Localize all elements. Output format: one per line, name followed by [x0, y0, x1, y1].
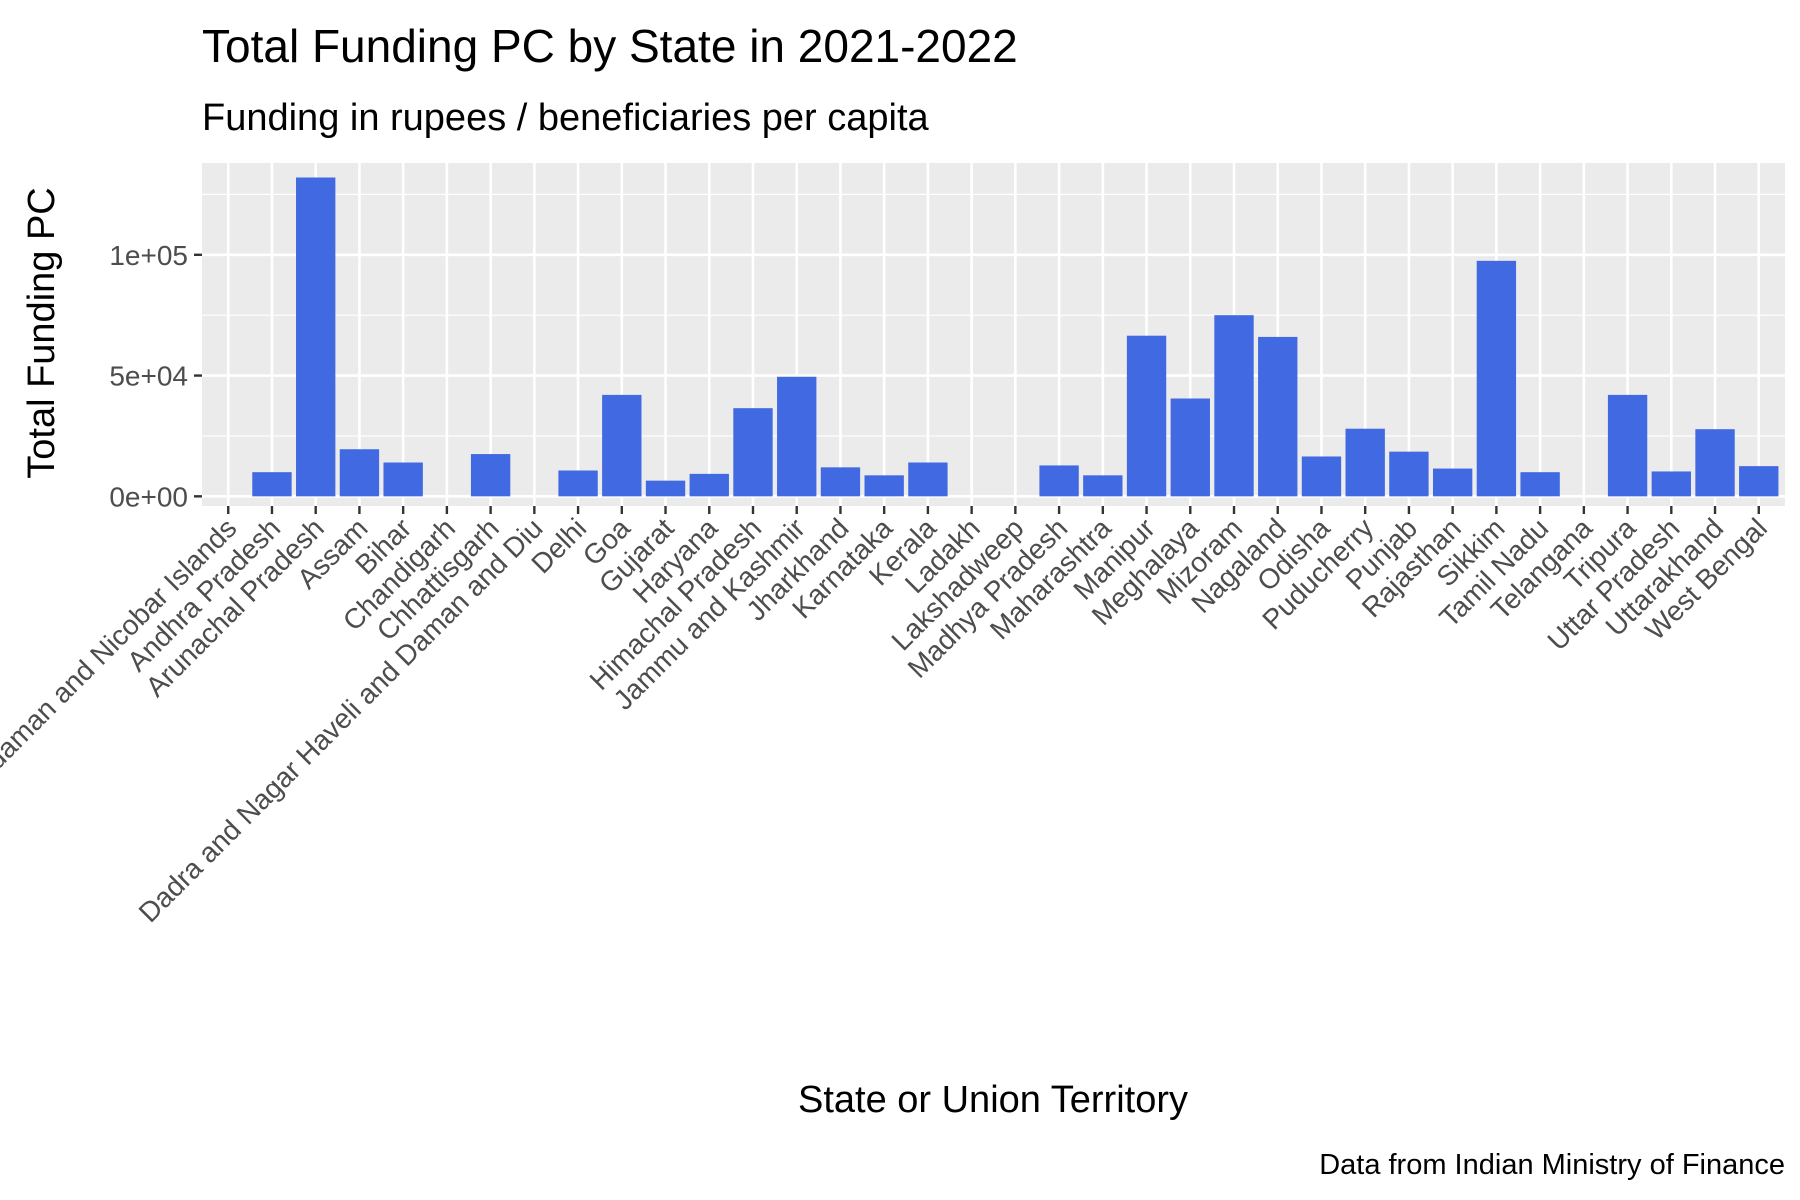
bar — [1039, 465, 1079, 497]
bar — [1258, 336, 1298, 497]
bar — [733, 408, 773, 497]
bar — [820, 467, 861, 497]
bar — [383, 462, 423, 497]
y-tick-label: 5e+04 — [109, 361, 188, 392]
bar — [1126, 335, 1167, 497]
bar — [1345, 428, 1385, 497]
bar — [470, 454, 511, 497]
bar — [1739, 466, 1779, 497]
bars — [252, 177, 1779, 497]
bar — [1214, 315, 1254, 497]
grid-minor — [202, 193, 1785, 437]
bar — [1083, 475, 1123, 497]
bar — [1607, 394, 1648, 497]
plot-panel — [202, 163, 1785, 506]
bar — [339, 449, 380, 497]
chart-title: Total Funding PC by State in 2021-2022 — [202, 20, 1018, 72]
bar — [252, 472, 292, 497]
y-tick-label: 1e+05 — [109, 240, 188, 271]
bar — [1651, 471, 1691, 497]
chart-subtitle: Funding in rupees / beneficiaries per ca… — [202, 97, 930, 139]
bar — [296, 177, 336, 497]
bar — [1520, 472, 1560, 497]
bar — [1432, 468, 1473, 497]
bar — [864, 475, 904, 497]
bar — [689, 473, 729, 497]
bar — [1695, 429, 1735, 497]
bar — [1389, 451, 1429, 497]
x-axis-title: State or Union Territory — [798, 1079, 1188, 1121]
y-axis: 0e+00 5e+04 1e+05 — [109, 240, 202, 512]
bar — [602, 394, 642, 497]
bar — [1170, 398, 1210, 497]
bar — [558, 470, 598, 497]
y-axis-title: Total Funding PC — [21, 187, 63, 479]
bar — [1476, 260, 1517, 497]
bar — [1301, 456, 1342, 497]
bar — [645, 480, 686, 497]
chart-caption: Data from Indian Ministry of Finance — [1319, 1149, 1785, 1181]
bar — [908, 462, 948, 497]
y-tick-label: 0e+00 — [109, 481, 188, 512]
bar — [777, 376, 817, 497]
